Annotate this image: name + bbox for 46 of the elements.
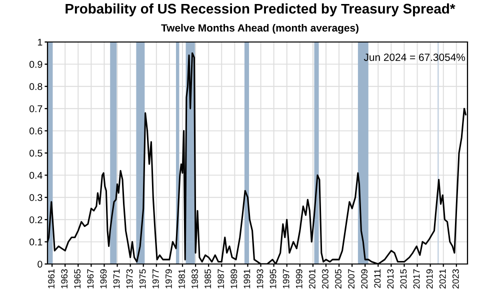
y-tick-label: 0.4 xyxy=(30,172,42,179)
x-tick-label: 1989 xyxy=(230,269,238,288)
x-tick-label: 1969 xyxy=(100,269,107,288)
x-tick-label: 1979 xyxy=(165,269,172,288)
y-tick-label: 0.3 xyxy=(30,194,42,202)
y-tick-label: 1 xyxy=(38,38,42,46)
y-tick-label: 0.5 xyxy=(30,150,42,157)
x-tick-label: 1985 xyxy=(204,269,212,288)
x-tick-label: 2013 xyxy=(387,269,394,288)
x-tick-label: 2011 xyxy=(374,269,381,288)
x-tick-label: 1999 xyxy=(296,269,302,288)
x-tick-label: 2023 xyxy=(452,269,459,288)
x-tick-label: 1963 xyxy=(61,269,68,288)
x-tick-label: 1981 xyxy=(178,269,185,288)
x-tick-label: 1987 xyxy=(218,269,224,288)
x-tick-label: 1977 xyxy=(152,269,159,288)
y-tick-label: 0 xyxy=(38,260,42,268)
x-tick-label: 1965 xyxy=(74,269,81,288)
y-tick-label: 0.1 xyxy=(30,238,42,246)
x-tick-label: 1971 xyxy=(113,269,120,288)
x-tick-label: 1961 xyxy=(48,269,54,288)
y-tick-label: 0.8 xyxy=(30,83,42,90)
x-tick-label: 2007 xyxy=(348,269,354,288)
x-tick-label: 2019 xyxy=(426,269,433,288)
x-tick-label: 1993 xyxy=(256,269,264,288)
x-tick-label: 1973 xyxy=(126,269,133,288)
y-tick-label: 0.6 xyxy=(30,128,42,134)
x-tick-label: 2021 xyxy=(439,269,446,288)
x-tick-label: 2009 xyxy=(361,269,368,288)
x-tick-label: 1997 xyxy=(282,269,290,288)
x-tick-label: 2017 xyxy=(413,269,420,288)
annotation: Jun 2024 = 67.3054% xyxy=(364,54,466,61)
x-tick-label: 1975 xyxy=(139,269,146,288)
x-tick-label: 1995 xyxy=(270,269,276,288)
x-tick-label: 2003 xyxy=(322,269,328,288)
x-tick-label: 2015 xyxy=(400,269,407,288)
y-tick-label: 0.2 xyxy=(30,216,42,224)
x-tick-label: 1967 xyxy=(87,269,94,288)
x-tick-label: 2005 xyxy=(335,269,342,288)
y-tick-label: 0.7 xyxy=(30,105,42,112)
chart-title: Probability of US Recession Predicted by Treasury Spread* xyxy=(66,3,456,16)
chart-subtitle: Twelve Months Ahead (month averages) xyxy=(161,24,358,34)
x-tick-label: 1991 xyxy=(244,269,250,288)
x-tick-label: 1983 xyxy=(192,269,198,288)
x-tick-label: 2001 xyxy=(308,269,316,288)
y-tick-label: 0.9 xyxy=(30,60,42,68)
